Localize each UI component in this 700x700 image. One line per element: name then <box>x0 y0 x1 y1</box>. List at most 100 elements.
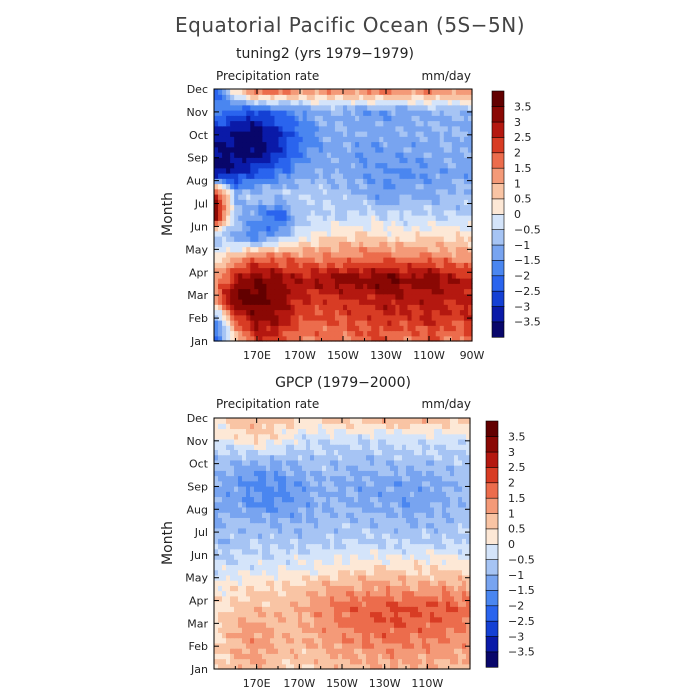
heatmap-cell <box>415 246 421 253</box>
heatmap-cell <box>302 538 307 545</box>
heatmap-cell <box>383 188 388 195</box>
heatmap-cell <box>242 611 247 618</box>
heatmap-cell <box>379 146 384 153</box>
heatmap-cell <box>218 642 223 649</box>
heatmap-cell <box>363 320 368 326</box>
heatmap-cell <box>330 215 336 221</box>
heatmap-cell <box>451 309 457 316</box>
heatmap-cell <box>463 152 469 158</box>
heatmap-cell <box>314 178 320 185</box>
heatmap-cell <box>322 637 327 644</box>
heatmap-cell <box>242 115 247 122</box>
heatmap-cell <box>399 141 405 148</box>
heatmap-cell <box>410 543 415 550</box>
heatmap-cell <box>266 188 272 195</box>
heatmap-cell <box>302 204 308 211</box>
heatmap-cell <box>334 590 339 597</box>
heatmap-cell <box>278 330 284 337</box>
heatmap-cell <box>322 110 328 116</box>
heatmap-cell <box>362 569 367 576</box>
heatmap-cell <box>387 141 392 148</box>
heatmap-cell <box>330 330 336 337</box>
heatmap-cell <box>387 104 392 111</box>
heatmap-cell <box>258 564 263 571</box>
heatmap-cell <box>346 611 351 618</box>
heatmap-cell <box>242 188 247 195</box>
heatmap-cell <box>343 309 348 316</box>
heatmap-cell <box>314 99 320 106</box>
heatmap-cell <box>347 262 352 269</box>
heatmap-cell <box>230 293 235 300</box>
heatmap-cell <box>294 330 300 337</box>
heatmap-cell <box>462 663 467 670</box>
heatmap-cell <box>250 110 255 116</box>
heatmap-cell <box>286 648 291 654</box>
heatmap-cell <box>242 517 247 524</box>
heatmap-cell <box>226 564 231 571</box>
heatmap-cell <box>430 653 435 660</box>
heatmap-cell <box>463 251 469 258</box>
heatmap-cell <box>379 241 384 248</box>
heatmap-cell <box>402 648 407 654</box>
heatmap-cell <box>314 230 320 237</box>
heatmap-cell <box>367 320 372 326</box>
heatmap-cell <box>347 272 352 279</box>
heatmap-cell <box>230 272 235 279</box>
heatmap-cell <box>447 136 453 143</box>
heatmap-cell <box>218 320 223 326</box>
colorbar-swatch <box>491 259 505 277</box>
heatmap-cell <box>286 517 291 524</box>
heatmap-cell <box>214 241 219 248</box>
heatmap-cell <box>386 559 391 566</box>
heatmap-cell <box>398 569 403 576</box>
heatmap-cell <box>230 559 235 566</box>
heatmap-cell <box>451 251 457 258</box>
heatmap-cell <box>286 527 291 534</box>
heatmap-cell <box>394 559 399 566</box>
heatmap-cell <box>459 204 465 211</box>
heatmap-cell <box>351 136 356 143</box>
heatmap-cell <box>330 194 336 200</box>
heatmap-cell <box>246 543 251 550</box>
heatmap-cell <box>366 663 371 670</box>
heatmap-cell <box>298 325 304 332</box>
heatmap-cell <box>274 267 280 274</box>
heatmap-cell <box>266 601 271 607</box>
heatmap-cell <box>463 194 469 200</box>
heatmap-cell <box>314 590 319 597</box>
heatmap-cell <box>434 653 439 660</box>
heatmap-cell <box>238 236 243 242</box>
heatmap-cell <box>415 251 421 258</box>
heatmap-cell <box>395 94 401 101</box>
heatmap-cell <box>387 330 392 337</box>
heatmap-cell <box>326 627 331 633</box>
heatmap-cell <box>362 590 367 597</box>
heatmap-cell <box>350 543 355 550</box>
heatmap-cell <box>254 220 259 227</box>
heatmap-cell <box>322 299 328 305</box>
heatmap-cell <box>423 325 429 332</box>
heatmap-cell <box>447 262 453 269</box>
heatmap-cell <box>258 225 263 232</box>
heatmap-cell <box>250 606 255 613</box>
heatmap-cell <box>330 658 335 665</box>
heatmap-cell <box>399 293 405 300</box>
variable-label: Precipitation rate <box>216 69 319 83</box>
heatmap-cell <box>254 564 259 571</box>
heatmap-cell <box>450 564 455 571</box>
heatmap-cell <box>238 642 243 649</box>
heatmap-cell <box>302 648 307 654</box>
heatmap-cell <box>326 637 331 644</box>
heatmap-cell <box>326 194 332 200</box>
heatmap-cell <box>351 288 356 295</box>
heatmap-cell <box>238 267 243 274</box>
heatmap-cell <box>367 167 372 174</box>
heatmap-cell <box>414 601 419 607</box>
heatmap-cell <box>422 595 427 602</box>
heatmap-cell <box>246 637 251 644</box>
heatmap-cell <box>446 611 451 618</box>
heatmap-cell <box>254 173 259 179</box>
heatmap-cell <box>246 183 251 190</box>
heatmap-cell <box>367 288 372 295</box>
heatmap-cell <box>378 553 383 560</box>
